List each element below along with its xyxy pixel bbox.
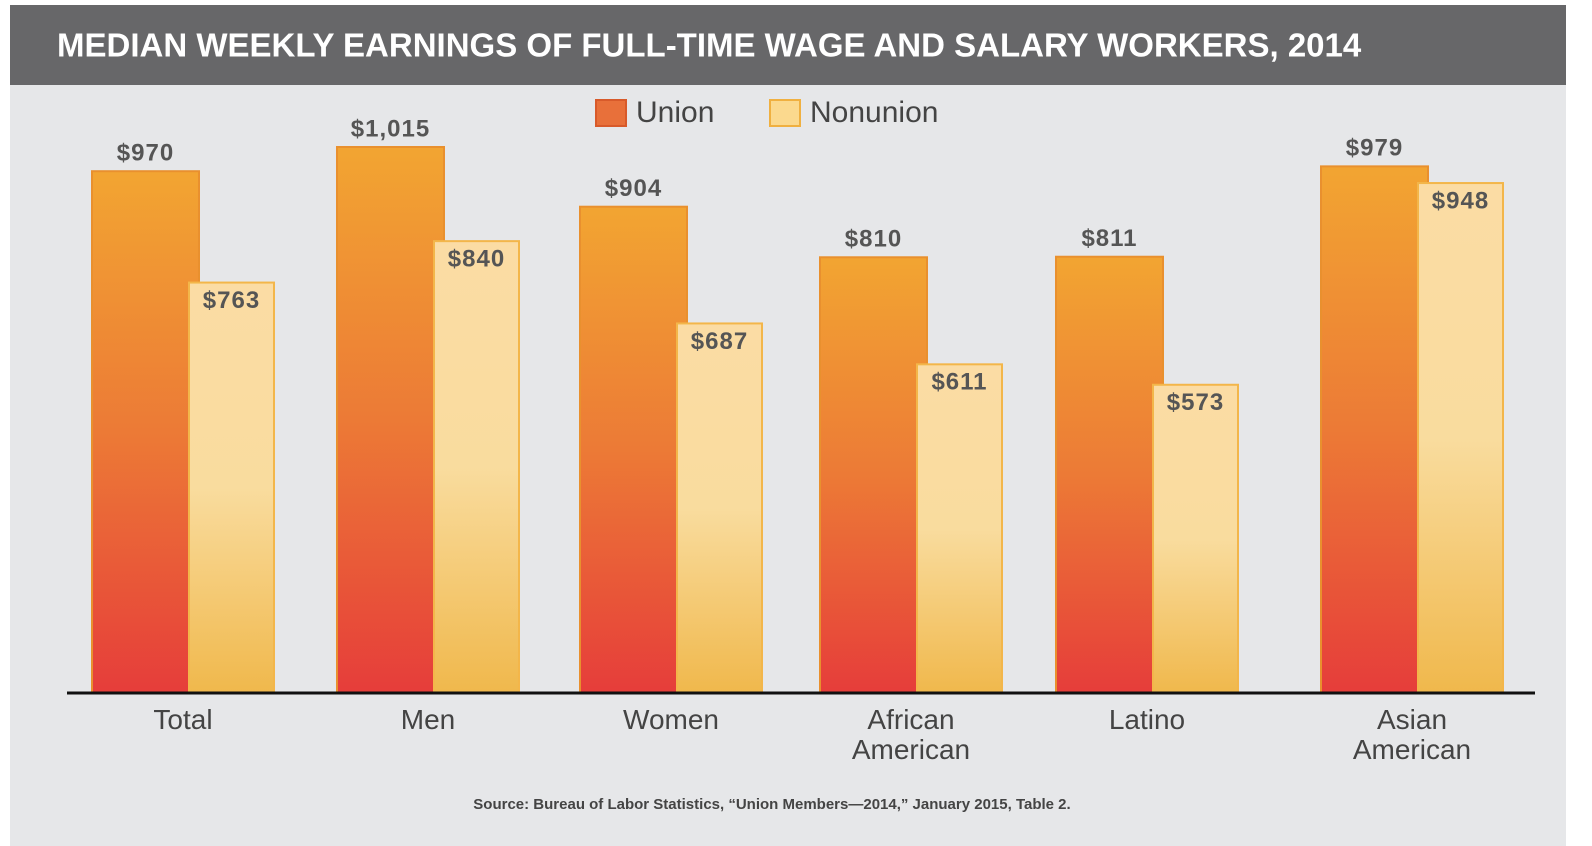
bar [1152, 383, 1239, 694]
value-label: $1,015 [351, 115, 430, 142]
x-tick-label: Men [400, 704, 456, 735]
bar [188, 281, 275, 694]
header-bar [10, 5, 1566, 85]
x-tick-label: Asian American [1352, 704, 1472, 765]
value-label: $948 [1432, 187, 1489, 214]
value-label: $611 [931, 369, 987, 396]
x-tick-label: Women [623, 704, 719, 735]
bar [676, 322, 763, 694]
value-label: $763 [203, 287, 260, 314]
x-tick-label: Latino [1108, 704, 1186, 735]
value-label: $904 [605, 175, 662, 202]
bar [433, 240, 520, 694]
bar [916, 363, 1003, 694]
value-label: $573 [1167, 389, 1224, 416]
value-label: $687 [691, 328, 748, 355]
bar [336, 146, 445, 694]
bar [91, 170, 200, 694]
legend-label: Union [636, 96, 714, 129]
value-label: $811 [1081, 225, 1137, 252]
legend-swatch [769, 99, 801, 127]
source: Source: Bureau of Labor Statistics, “Uni… [473, 796, 1070, 813]
value-label: $810 [845, 226, 902, 253]
bar [1320, 165, 1429, 694]
chart-title: MEDIAN WEEKLY EARNINGS OF FULL-TIME WAGE… [57, 27, 1362, 64]
legend-swatch [595, 99, 627, 127]
value-label: $970 [117, 140, 174, 167]
bar [819, 256, 928, 694]
bar [579, 205, 688, 694]
value-label: $840 [448, 245, 505, 272]
bar [1055, 255, 1164, 694]
bar [1417, 182, 1504, 694]
value-label: $979 [1346, 135, 1403, 162]
x-tick-label: African American [851, 704, 971, 765]
x-tick-label: Total [153, 704, 213, 735]
legend-label: Nonunion [810, 96, 938, 129]
